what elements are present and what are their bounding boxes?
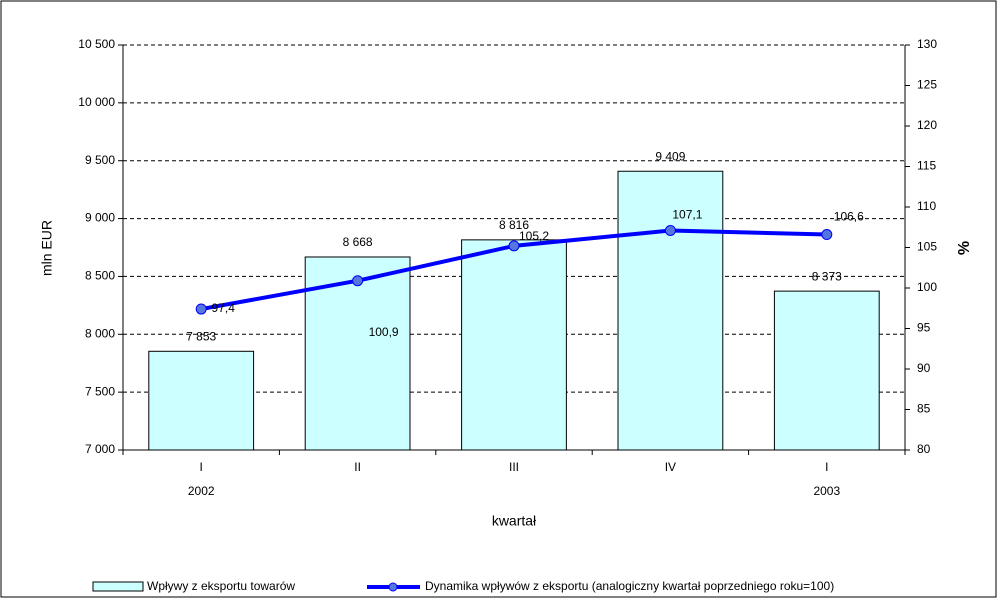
y-tick-label: 7 500 [85, 384, 115, 398]
y-tick-label: 8 000 [85, 326, 115, 340]
y-tick-label: 7 000 [85, 442, 115, 456]
bar-value-label: 8 668 [343, 235, 373, 249]
y2-tick-label: 90 [917, 361, 931, 375]
bar-value-label: 7 853 [186, 329, 216, 343]
line-value-label: 107,1 [672, 208, 702, 222]
x-tick-label: II [354, 460, 361, 474]
bar [773, 290, 880, 451]
x-axis-label: kwartał [492, 513, 537, 529]
line-value-label: 105,2 [519, 229, 549, 243]
y2-tick-label: 125 [917, 78, 937, 92]
line-value-label: 100,9 [369, 325, 399, 339]
line-marker [508, 240, 520, 252]
line-marker [352, 275, 364, 287]
line-value-label: 97,4 [212, 301, 236, 315]
x-group-label: 2002 [188, 484, 215, 498]
y2-tick-label: 110 [917, 199, 936, 213]
legend-label: Wpływy z eksportu towarów [147, 579, 295, 593]
x-tick-label: III [509, 460, 519, 474]
y-tick-label: 10 500 [78, 37, 115, 51]
x-tick-label: IV [665, 460, 676, 474]
line-value-label: 106,6 [834, 210, 864, 224]
y-tick-label: 10 000 [78, 95, 115, 109]
y2-tick-label: 105 [917, 240, 937, 254]
y2-tick-label: 95 [917, 321, 931, 335]
y-tick-label: 9 500 [85, 153, 115, 167]
legend-label: Dynamika wpływów z eksportu (analogiczny… [425, 579, 834, 593]
bar [304, 256, 411, 451]
y2-tick-label: 130 [917, 37, 937, 51]
legend-marker [388, 582, 398, 592]
x-tick-label: I [825, 460, 828, 474]
y-tick-label: 8 500 [85, 269, 115, 283]
x-group-label: 2003 [813, 484, 840, 498]
bar-value-label: 8 816 [499, 218, 529, 232]
legend-swatch [92, 581, 144, 592]
y2-tick-label: 115 [917, 159, 936, 173]
bar-value-label: 9 409 [655, 149, 685, 163]
y2-tick-label: 85 [917, 402, 931, 416]
line-marker [821, 229, 833, 241]
bar [148, 350, 255, 451]
y2-tick-label: 80 [917, 442, 931, 456]
y-tick-label: 9 000 [85, 211, 115, 225]
bar [461, 239, 567, 451]
x-tick-label: I [200, 460, 203, 474]
bar [617, 170, 724, 451]
line-marker [195, 303, 207, 315]
bar-value-label: 8 373 [812, 269, 842, 283]
y2-tick-label: 120 [917, 118, 937, 132]
y-axis-label: mln EUR [39, 220, 55, 276]
y2-axis-label: % [956, 241, 973, 255]
line-marker [664, 224, 676, 236]
y2-tick-label: 100 [917, 280, 937, 294]
